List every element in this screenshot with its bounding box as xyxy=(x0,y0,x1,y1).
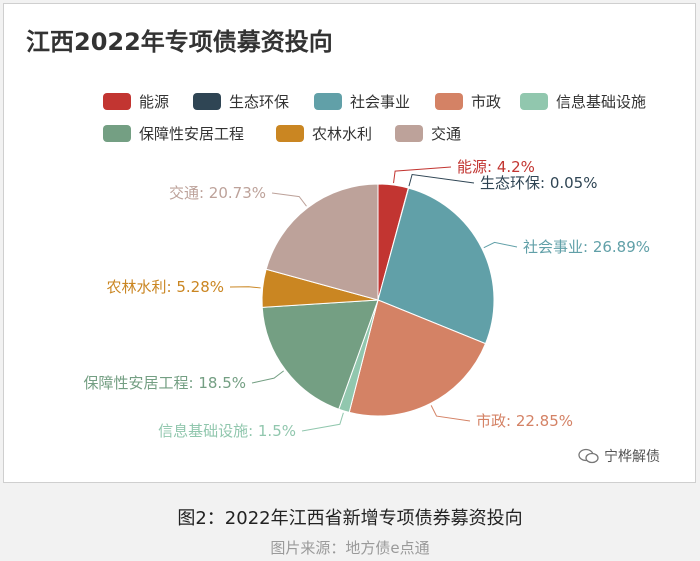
data-label-water: 农林水利: 5.28% xyxy=(107,278,224,296)
legend-label: 保障性安居工程 xyxy=(139,124,245,143)
leader-line-energy xyxy=(393,166,452,184)
data-label-social: 社会事业: 26.89% xyxy=(523,238,650,256)
legend-swatch xyxy=(103,92,131,110)
legend-item-housing[interactable]: 保障性安居工程 xyxy=(103,123,244,143)
legend-item-municipal[interactable]: 市政 xyxy=(435,91,501,111)
data-label-ecology: 生态环保: 0.05% xyxy=(480,174,597,192)
leader-line-housing xyxy=(251,370,284,384)
leader-line-social xyxy=(483,241,518,249)
legend-item-transport[interactable]: 交通 xyxy=(395,123,461,143)
legend-label: 交通 xyxy=(431,124,462,143)
chart-title: 江西2022年专项债募资投向 xyxy=(26,28,333,56)
legend-swatch xyxy=(395,124,423,142)
legend-item-ecology[interactable]: 生态环保 xyxy=(193,91,289,111)
legend-item-energy[interactable]: 能源 xyxy=(103,91,169,111)
figure-caption: 图2：2022年江西省新增专项债券募资投向 xyxy=(177,508,523,529)
legend-swatch xyxy=(193,92,221,110)
pie-slice-municipal[interactable] xyxy=(348,299,487,417)
pie-slice-housing[interactable] xyxy=(261,299,379,410)
watermark-text: 宁桦解债 xyxy=(604,449,660,465)
leader-line-municipal xyxy=(430,405,471,422)
legend-swatch xyxy=(520,92,548,110)
legend-swatch xyxy=(435,92,463,110)
legend-item-social[interactable]: 社会事业 xyxy=(314,91,410,111)
leader-line-transport xyxy=(271,192,307,207)
data-label-infrastructure: 信息基础设施: 1.5% xyxy=(158,422,296,440)
legend-item-infrastructure[interactable]: 信息基础设施 xyxy=(520,91,646,111)
legend-label: 农林水利 xyxy=(312,124,373,143)
legend-label: 信息基础设施 xyxy=(556,92,647,111)
legend-swatch xyxy=(103,124,131,142)
legend-label: 生态环保 xyxy=(229,92,290,111)
figure-source: 图片来源：地方债e点通 xyxy=(270,539,430,557)
data-label-transport: 交通: 20.73% xyxy=(169,184,266,202)
legend-label: 社会事业 xyxy=(350,92,411,111)
data-label-municipal: 市政: 22.85% xyxy=(476,412,573,430)
watermark: 宁桦解债 xyxy=(578,446,660,466)
legend-item-water[interactable]: 农林水利 xyxy=(276,123,372,143)
leader-line-water xyxy=(229,286,261,289)
leader-line-infrastructure xyxy=(301,412,344,432)
data-label-energy: 能源: 4.2% xyxy=(457,158,535,176)
wechat-icon xyxy=(578,448,599,464)
data-label-housing: 保障性安居工程: 18.5% xyxy=(84,374,246,392)
legend-swatch xyxy=(276,124,304,142)
legend-label: 市政 xyxy=(471,92,502,111)
leader-line-ecology xyxy=(408,173,475,187)
legend-label: 能源 xyxy=(139,92,170,111)
pie-slice-social[interactable] xyxy=(377,187,495,345)
pie-slice-transport[interactable] xyxy=(265,183,379,301)
legend-swatch xyxy=(314,92,342,110)
